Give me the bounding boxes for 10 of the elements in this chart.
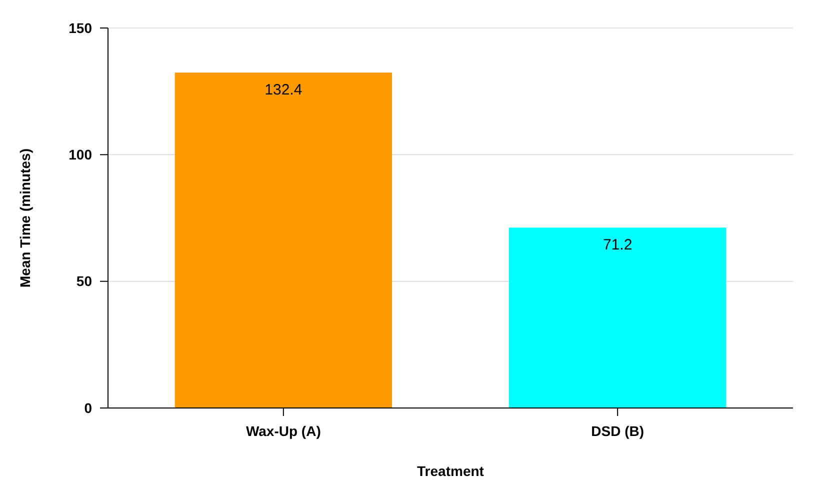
x-tick-label: DSD (B)	[591, 423, 644, 439]
data-label: 132.4	[264, 82, 302, 99]
x-tick-label: Wax-Up (A)	[246, 423, 321, 439]
y-tick-label: 50	[76, 273, 92, 290]
x-axis-title: Treatment	[417, 463, 484, 479]
y-tick-label: 100	[68, 146, 92, 163]
data-label: 71.2	[602, 236, 632, 254]
y-tick-label: 150	[68, 20, 92, 36]
y-tick-label: 0	[84, 400, 92, 416]
y-axis-title: Mean Time (minutes)	[17, 148, 33, 288]
